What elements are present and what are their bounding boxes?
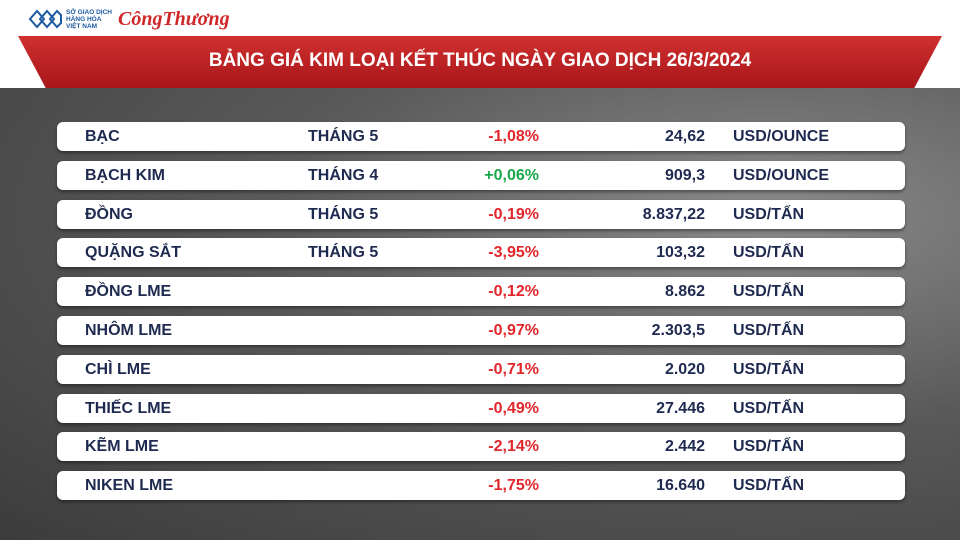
table-row: KẼM LME -2,14% 2.442 USD/TẤN [57,432,905,462]
change: +0,06% [484,166,539,184]
contract-month: THÁNG 4 [308,166,379,184]
change: -3,95% [488,244,539,262]
unit: USD/TẤN [733,322,805,339]
contract-month: THÁNG 5 [308,244,379,262]
table-row: QUẶNG SẮT THÁNG 5 -3,95% 103,32 USD/TẤN [57,238,905,268]
logo-line: SỞ GIAO DỊCH [66,9,112,16]
logo-line: HÀNG HÓA [66,16,102,23]
metal-name: CHÌ LME [85,360,151,378]
price: 16.640 [656,477,705,495]
table-row: ĐỒNG THÁNG 5 -0,19% 8.837,22 USD/TẤN [57,199,905,229]
unit: USD/TẤN [733,477,805,495]
unit: USD/TẤN [733,399,805,417]
price: 24,62 [664,128,705,145]
unit: USD/OUNCE [733,166,830,184]
change: -0,19% [488,205,539,223]
table-row: CHÌ LME -0,71% 2.020 USD/TẤN [57,354,905,384]
title: BẢNG GIÁ KIM LOẠI KẾT THÚC NGÀY GIAO DỊC… [208,50,752,71]
logo-text: SỞ GIAO DỊCH HÀNG HÓA VIỆT NAM [66,9,112,30]
unit: USD/TẤN [733,283,805,301]
metal-name: QUẶNG SẮT [85,244,181,262]
price: 27.446 [656,399,705,417]
change: -0,12% [488,283,539,301]
logo-icon [28,9,62,29]
unit: USD/TẤN [733,244,805,262]
change: -2,14% [488,438,539,456]
price: 2.020 [664,360,705,378]
title-banner [18,36,942,88]
unit: USD/TẤN [733,205,805,223]
contract-month: THÁNG 5 [308,128,379,145]
metal-name: BẠCH KIM [85,166,165,184]
unit: USD/TẤN [733,438,805,456]
table-row: NHÔM LME -0,97% 2.303,5 USD/TẤN [57,316,905,345]
price: 909,3 [664,166,705,184]
change: -0,49% [488,399,539,417]
table-row: THIẾC LME -0,49% 27.446 USD/TẤN [57,393,905,423]
unit: USD/TẤN [733,360,805,378]
metal-name: BẠC [85,128,120,145]
brand: CôngThương [118,8,230,30]
change: -1,75% [488,477,539,495]
change: -1,08% [488,128,539,145]
metal-name: THIẾC LME [85,399,172,417]
unit: USD/OUNCE [733,128,830,145]
table-row: BẠCH KIM THÁNG 4 +0,06% 909,3 USD/OUNCE [57,160,905,190]
logo-line: VIỆT NAM [66,23,98,30]
table-row: NIKEN LME -1,75% 16.640 USD/TẤN [57,471,905,501]
table-row: ĐỒNG LME -0,12% 8.862 USD/TẤN [57,277,905,307]
price: 2.303,5 [651,322,705,339]
price: 8.862 [664,283,705,301]
price: 8.837,22 [642,205,705,223]
change: -0,71% [488,360,539,378]
contract-month: THÁNG 5 [308,205,379,223]
change: -0,97% [488,322,539,339]
metal-name: ĐỒNG LME [85,283,172,301]
table-row: BẠC THÁNG 5 -1,08% 24,62 USD/OUNCE [57,122,905,151]
price: 103,32 [656,244,705,262]
metal-name: NHÔM LME [85,322,173,339]
metal-name: ĐỒNG [85,205,133,223]
price: 2.442 [664,438,705,456]
metal-name: KẼM LME [85,438,159,456]
metal-name: NIKEN LME [85,477,173,495]
